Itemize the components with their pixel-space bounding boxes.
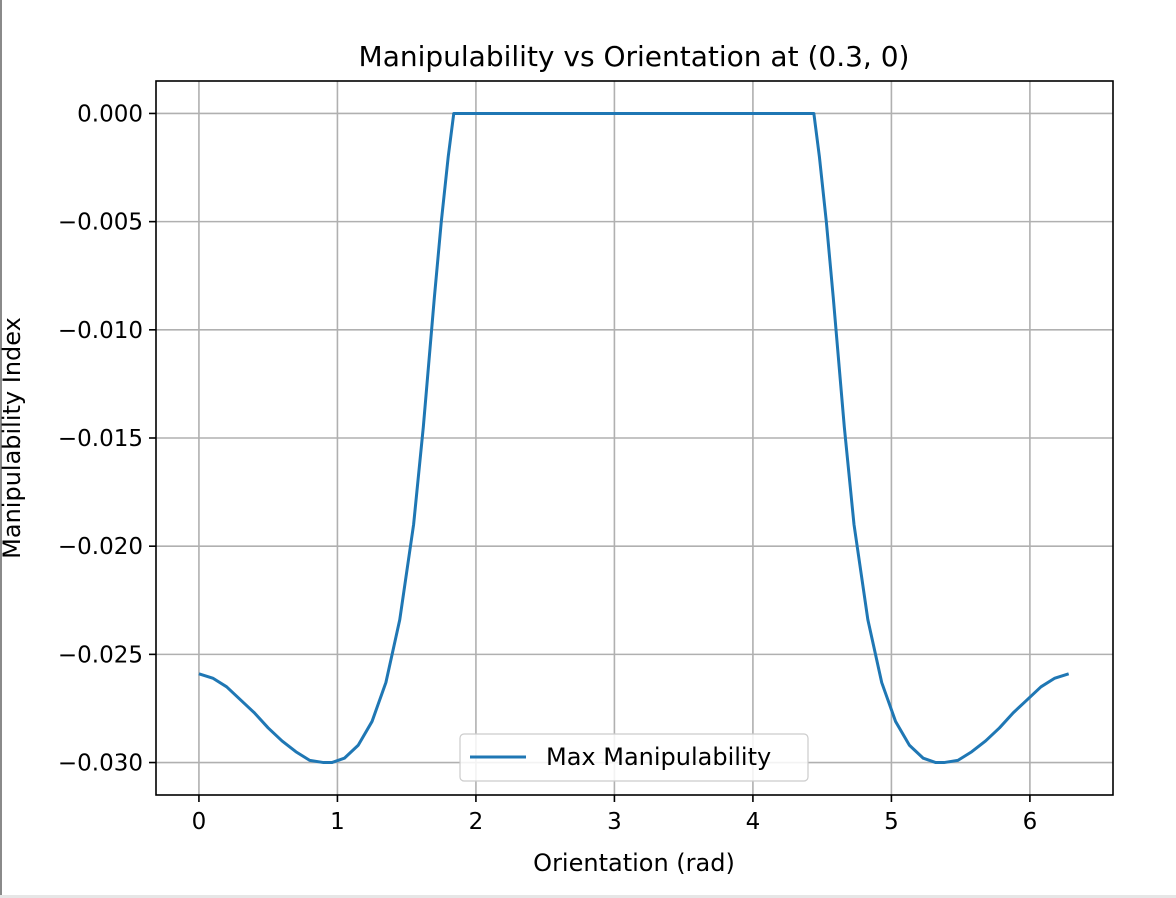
legend-frame <box>459 733 809 782</box>
y-tick-label: −0.010 <box>58 318 143 344</box>
series-layer <box>198 111 1070 765</box>
x-tick-label: 2 <box>469 809 484 835</box>
y-tick-label: 0.000 <box>77 101 143 127</box>
x-axis-label: Orientation (rad) <box>533 849 735 877</box>
window-bottom-edge <box>0 895 1176 898</box>
series-line <box>198 111 1070 765</box>
y-axis-ticks: 0.000 −0.005 −0.010 −0.015 −0.020 −0.025 −0.03… <box>58 101 156 777</box>
y-axis-label: Manipulability Index <box>0 317 26 559</box>
y-tick-label: −0.005 <box>58 210 143 236</box>
y-tick-label: −0.020 <box>58 534 143 560</box>
y-tick-label: −0.030 <box>58 751 143 777</box>
chart-title: Manipulability vs Orientation at (0.3, 0… <box>359 40 910 73</box>
x-tick-label: 5 <box>884 809 899 835</box>
x-tick-label: 4 <box>746 809 761 835</box>
x-tick-label: 1 <box>330 809 345 835</box>
window-left-edge <box>0 0 2 898</box>
y-tick-label: −0.025 <box>58 642 143 668</box>
legend: Max Manipulability <box>459 733 809 782</box>
x-tick-label: 6 <box>1023 809 1038 835</box>
legend-label: Max Manipulability <box>546 743 771 771</box>
x-tick-label: 0 <box>192 809 207 835</box>
x-axis-ticks: 0 1 2 3 4 5 6 <box>192 795 1038 835</box>
x-tick-label: 3 <box>607 809 622 835</box>
grid-lines <box>156 81 1113 795</box>
y-tick-label: −0.015 <box>58 426 143 452</box>
